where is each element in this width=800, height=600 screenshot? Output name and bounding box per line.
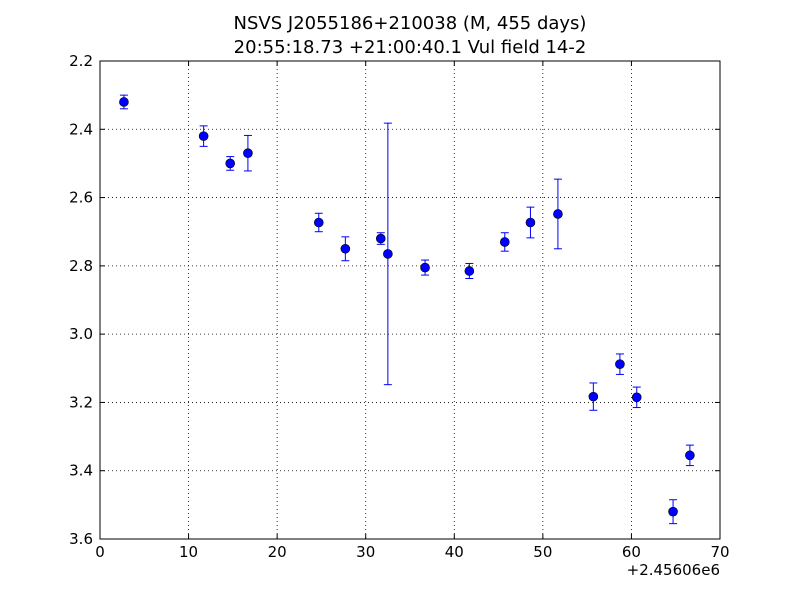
data-point xyxy=(499,237,510,247)
x-tick-label: 70 xyxy=(710,543,729,561)
data-point xyxy=(464,266,475,276)
y-tick-label: 2.2 xyxy=(69,52,93,70)
data-point xyxy=(119,97,129,107)
y-tick-label: 3.6 xyxy=(69,530,93,548)
data-point xyxy=(243,148,253,158)
x-tick-label: 20 xyxy=(268,543,287,561)
x-tick-label: 0 xyxy=(95,543,105,561)
data-point xyxy=(375,233,386,244)
ticks xyxy=(99,60,721,540)
x-tick-label: 30 xyxy=(356,543,375,561)
data-point xyxy=(420,262,430,273)
y-tick-label: 2.6 xyxy=(69,189,93,207)
plot-area xyxy=(100,61,720,539)
y-tick-label: 3.0 xyxy=(69,325,93,343)
grid xyxy=(100,61,720,539)
x-tick-label: 50 xyxy=(533,543,552,561)
x-tick-label: 40 xyxy=(445,543,464,561)
data-point xyxy=(668,506,678,517)
plot-frame xyxy=(99,60,721,540)
chart-title-line2: 20:55:18.73 +21:00:40.1 Vul field 14-2 xyxy=(234,37,587,58)
x-tick-label: 10 xyxy=(179,543,198,561)
tick-labels: 0 10 20 30 40 50 60 70 2.2 2.4 2.6 2.8 3.0 3.2 3.4 3.6 xyxy=(69,52,729,561)
y-tick-label: 3.2 xyxy=(69,393,93,411)
data-point xyxy=(685,450,695,461)
data-point xyxy=(340,243,351,254)
x-tick-label: 60 xyxy=(622,543,641,561)
data-point xyxy=(631,392,642,403)
data-point xyxy=(313,217,324,228)
data-point xyxy=(553,209,563,219)
y-tick-label: 3.4 xyxy=(69,462,93,480)
x-offset-label: +2.45606e6 xyxy=(627,561,720,579)
data-point xyxy=(615,359,625,369)
data-point xyxy=(525,217,536,228)
chart-title-line1: NSVS J2055186+210038 (M, 455 days) xyxy=(234,13,587,34)
data-point xyxy=(225,158,235,169)
data-point xyxy=(198,131,209,141)
data-series xyxy=(119,94,695,525)
data-point xyxy=(383,249,393,259)
y-tick-label: 2.4 xyxy=(69,120,93,138)
y-tick-label: 2.8 xyxy=(69,257,93,275)
data-point xyxy=(588,391,599,402)
